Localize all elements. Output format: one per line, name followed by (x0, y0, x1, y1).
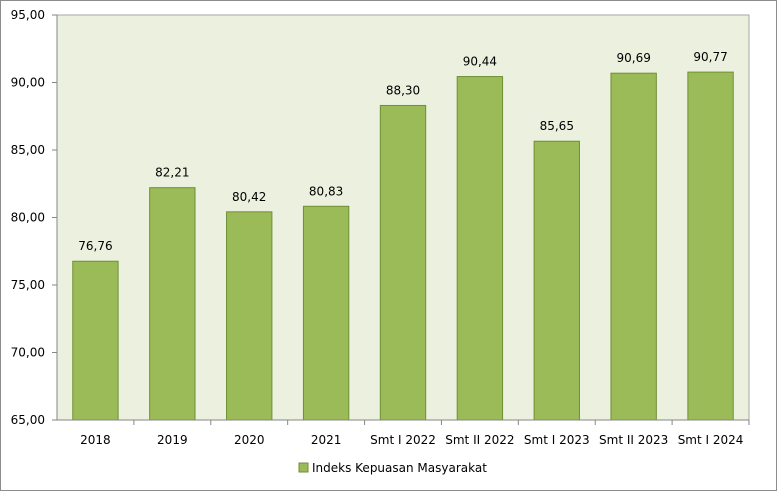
bars (72, 71, 734, 421)
y-tick-label: 95,00 (11, 8, 45, 22)
x-tick-label: Smt I 2024 (678, 433, 744, 447)
x-tick-label: Smt II 2023 (599, 433, 668, 447)
data-label: 90,69 (616, 51, 650, 65)
x-tick-label: 2020 (234, 433, 265, 447)
data-label: 76,76 (78, 239, 112, 253)
y-tick-label: 85,00 (11, 143, 45, 157)
bar (610, 72, 657, 421)
bar (456, 76, 504, 421)
legend: Indeks Kepuasan Masyarakat (298, 461, 487, 475)
data-label: 80,42 (232, 190, 266, 204)
x-tick-label: 2021 (311, 433, 342, 447)
data-label: 90,44 (463, 55, 497, 69)
bar (379, 104, 427, 421)
x-tick-label: 2018 (80, 433, 111, 447)
data-labels: 76,76 82,21 80,42 80,83 88,30 90,44 85,65 90,69… (78, 50, 727, 253)
legend-swatch (298, 462, 309, 473)
y-tick-label: 75,00 (11, 278, 45, 292)
y-tick-label: 65,00 (11, 413, 45, 427)
x-tick-label: Smt II 2022 (445, 433, 514, 447)
legend-label: Indeks Kepuasan Masyarakat (312, 461, 487, 475)
y-tick-label: 90,00 (11, 76, 45, 90)
y-tick-label: 80,00 (11, 211, 45, 225)
data-label: 90,77 (693, 50, 727, 64)
y-tick-label: 70,00 (11, 346, 45, 360)
y-axis: 65,00 70,00 75,00 80,00 85,00 90,00 95,00 (11, 8, 58, 427)
bar (302, 205, 350, 421)
x-tick-label: 2019 (157, 433, 188, 447)
bar (687, 71, 734, 421)
bar (226, 211, 273, 421)
bar (149, 187, 196, 421)
data-label: 80,83 (309, 184, 343, 198)
x-tick-label: Smt I 2022 (370, 433, 436, 447)
x-tick-label: Smt I 2023 (524, 433, 590, 447)
data-label: 88,30 (386, 83, 420, 97)
data-label: 82,21 (155, 166, 189, 180)
data-label: 85,65 (540, 119, 574, 133)
bar (533, 140, 580, 421)
bar (72, 260, 119, 421)
x-axis: 2018 2019 2020 2021 Smt I 2022 Smt II 2022 Smt… (57, 419, 750, 447)
